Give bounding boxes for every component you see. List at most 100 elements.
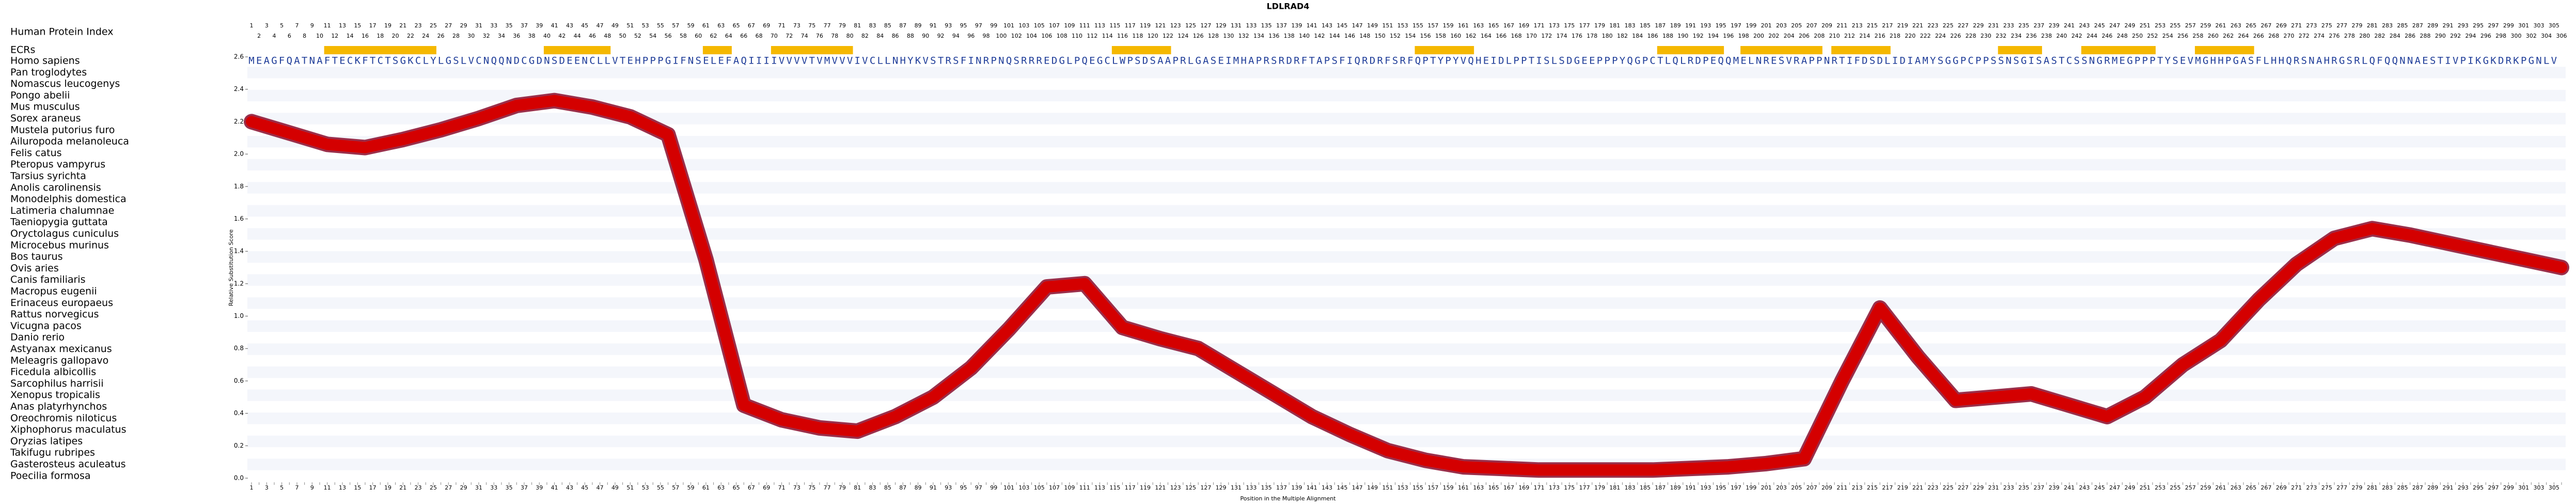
residue: F: [1339, 55, 1345, 67]
residue: G: [2097, 55, 2102, 67]
index-number: 191: [1685, 22, 1696, 29]
index-number: 280: [2359, 33, 2370, 39]
residue: D: [2498, 55, 2504, 67]
x-tick-label: 73: [793, 484, 800, 491]
index-number: 19: [384, 22, 391, 29]
index-number: 2: [257, 33, 261, 39]
index-number: 52: [634, 33, 641, 39]
row-band: [247, 135, 2566, 148]
residue: E: [718, 55, 724, 67]
index-number: 294: [2465, 33, 2476, 39]
residue: Q: [491, 55, 497, 67]
index-number: 181: [1609, 22, 1620, 29]
residue: S: [1938, 55, 1943, 67]
residue: D: [1498, 55, 1504, 67]
x-tick-label: 43: [566, 484, 573, 491]
index-number: 128: [1208, 33, 1219, 39]
residue: Y: [2165, 55, 2171, 67]
species-label: Felis catus: [10, 147, 62, 159]
residue: S: [2430, 55, 2436, 67]
x-tick-label: 221: [1912, 484, 1923, 491]
index-number: 20: [392, 33, 399, 39]
residue: G: [1097, 55, 1103, 67]
residue: E: [703, 55, 709, 67]
residue: T: [302, 55, 307, 67]
x-tick-label: 161: [1458, 484, 1469, 491]
index-number: 138: [1284, 33, 1295, 39]
index-number: 113: [1094, 22, 1105, 29]
index-number: 81: [854, 22, 861, 29]
x-tick-label: 155: [1412, 484, 1423, 491]
index-number: 21: [399, 22, 406, 29]
index-number: 102: [1011, 33, 1022, 39]
x-tick-label: 29: [460, 484, 467, 491]
residue: R: [1377, 55, 1383, 67]
residue: N: [506, 55, 512, 67]
residue: I: [1892, 55, 1898, 67]
x-tick-label: 35: [506, 484, 513, 491]
x-tick-label: 135: [1261, 484, 1272, 491]
residue: G: [2127, 55, 2132, 67]
index-number: 304: [2541, 33, 2552, 39]
x-tick-label: 197: [1731, 484, 1741, 491]
x-tick-label: 19: [384, 484, 391, 491]
residue: Q: [741, 55, 747, 67]
species-label: Ovis aries: [10, 263, 59, 274]
index-number: 132: [1238, 33, 1249, 39]
x-tick-label: 233: [2003, 484, 2014, 491]
index-number: 245: [2094, 22, 2105, 29]
index-number: 73: [793, 22, 800, 29]
index-number: 215: [1867, 22, 1878, 29]
index-number: 68: [756, 33, 763, 39]
residue: F: [1854, 55, 1860, 67]
species-label: Ailuropoda melanoleuca: [10, 136, 129, 147]
index-number: 251: [2140, 22, 2150, 29]
index-number: 176: [1572, 33, 1582, 39]
residue: M: [2195, 55, 2201, 67]
residue: L: [877, 55, 883, 67]
index-number: 112: [1087, 33, 1097, 39]
index-number: 234: [2011, 33, 2022, 39]
index-number: 195: [1716, 22, 1726, 29]
index-number: 38: [528, 33, 536, 39]
species-label: Anolis carolinensis: [10, 182, 101, 193]
x-tick-label: 157: [1427, 484, 1438, 491]
row-band: [247, 113, 2566, 125]
index-number: 133: [1246, 22, 1256, 29]
residue: N: [2089, 55, 2095, 67]
residue: H: [2324, 55, 2330, 67]
x-tick-label: 183: [1625, 484, 1636, 491]
index-number: 240: [2056, 33, 2067, 39]
index-number: 291: [2443, 22, 2454, 29]
index-number: 289: [2427, 22, 2438, 29]
x-tick-label: 27: [445, 484, 452, 491]
residue: L: [885, 55, 890, 67]
x-tick-label: 231: [1988, 484, 1999, 491]
index-number: 25: [430, 22, 437, 29]
index-number: 22: [407, 33, 414, 39]
x-tick-label: 103: [1018, 484, 1029, 491]
x-tick-label: 165: [1488, 484, 1499, 491]
index-number: 301: [2518, 22, 2529, 29]
index-number: 1: [250, 22, 254, 29]
index-number: 67: [748, 22, 755, 29]
index-number: 36: [513, 33, 520, 39]
index-number: 235: [2018, 22, 2029, 29]
x-tick-label: 207: [1807, 484, 1817, 491]
index-number: 30: [467, 33, 475, 39]
index-number: 209: [1821, 22, 1832, 29]
x-tick-label: 127: [1200, 484, 1211, 491]
index-number: 268: [2268, 33, 2279, 39]
residue: K: [2513, 55, 2519, 67]
residue: P: [1324, 55, 1330, 67]
row-band: [247, 389, 2566, 401]
residue: F: [1301, 55, 1307, 67]
y-tick-label: 0.2: [234, 442, 244, 449]
residue: A: [2316, 55, 2322, 67]
residue: Q: [287, 55, 292, 67]
residue: R: [1763, 55, 1769, 67]
residue: E: [2422, 55, 2428, 67]
index-number: 257: [2185, 22, 2196, 29]
index-number: 13: [339, 22, 346, 29]
residue: P: [1597, 55, 1603, 67]
